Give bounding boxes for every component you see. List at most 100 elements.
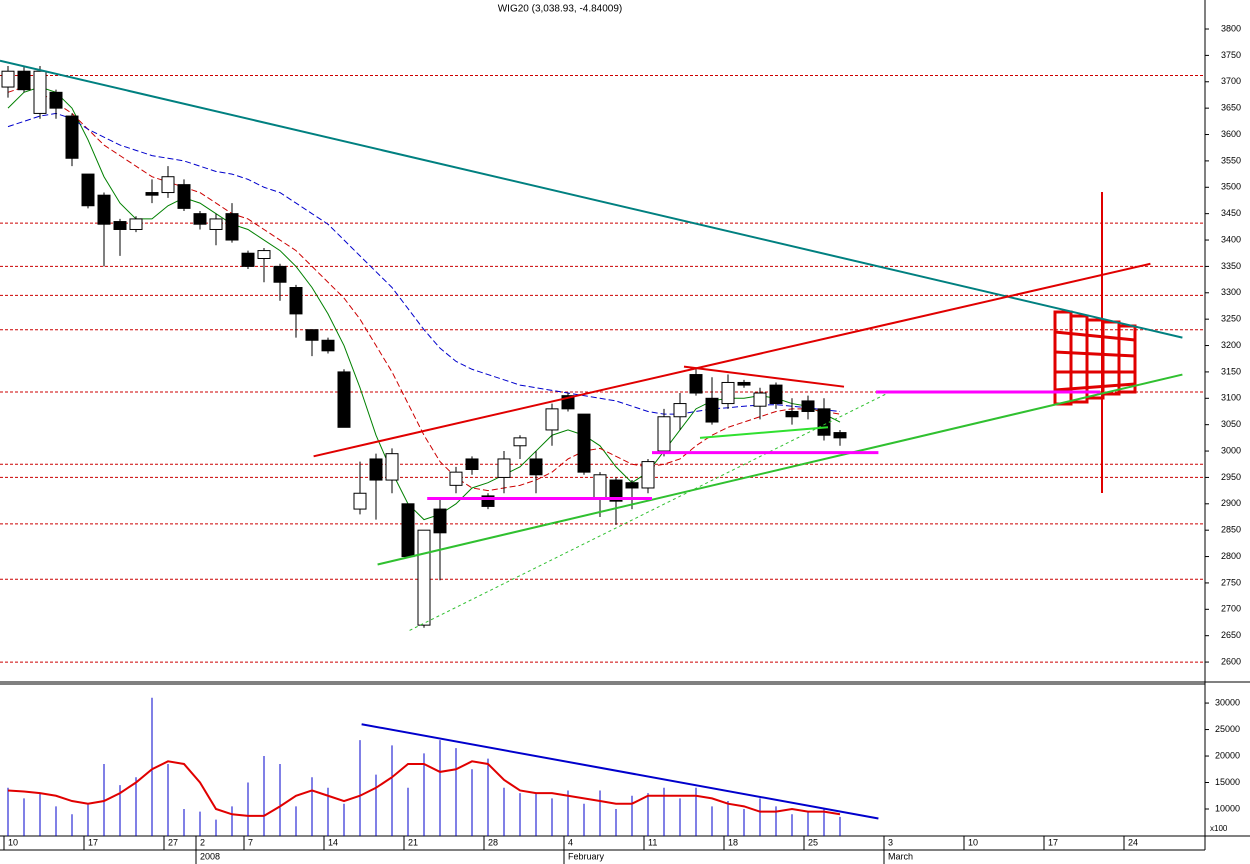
y-tick-label: 2900 <box>1221 498 1241 508</box>
moving-average <box>7 112 841 415</box>
y-tick-label: 3150 <box>1221 366 1241 376</box>
candle-body <box>497 458 511 478</box>
x-tick-label: 17 <box>1048 837 1058 847</box>
candle-body <box>769 384 783 405</box>
candle-body <box>177 184 191 209</box>
y-tick-label: 10000 <box>1215 803 1240 813</box>
candle-body <box>241 252 255 267</box>
y-tick-label: 2700 <box>1221 604 1241 614</box>
candle-body <box>721 381 735 405</box>
trendline <box>699 426 829 439</box>
y-tick-label: 3250 <box>1221 314 1241 324</box>
y-tick-label: 3000 <box>1221 445 1241 455</box>
y-tick-label: 2650 <box>1221 630 1241 640</box>
candle-body <box>513 437 527 447</box>
y-tick-label: 15000 <box>1215 777 1240 787</box>
candle-body <box>529 458 543 476</box>
candle-body <box>337 371 351 428</box>
x-tick-label: 10 <box>8 837 18 847</box>
y-tick-label: 30000 <box>1215 697 1240 707</box>
y-tick-label: 3550 <box>1221 155 1241 165</box>
volume-trendline <box>361 723 879 820</box>
x-tick-label: 25 <box>808 837 818 847</box>
x-tick-label: 10 <box>968 837 978 847</box>
candle-body <box>609 479 623 502</box>
y-tick-label: 3350 <box>1221 261 1241 271</box>
month-label: March <box>888 851 913 861</box>
candle-body <box>209 218 223 230</box>
x-tick-label: 17 <box>88 837 98 847</box>
candle-body <box>833 432 847 439</box>
candle-body <box>161 176 175 194</box>
y-tick-label: 3650 <box>1221 103 1241 113</box>
candle-body <box>129 218 143 230</box>
candle-body <box>49 91 63 109</box>
candle-body <box>449 471 463 486</box>
y-tick-label: 3700 <box>1221 76 1241 86</box>
candle-body <box>289 287 303 315</box>
x-tick-label: 18 <box>728 837 738 847</box>
candle-body <box>801 400 815 412</box>
moving-average <box>7 86 841 492</box>
y-tick-label: 3200 <box>1221 340 1241 350</box>
candle-body <box>753 392 767 407</box>
candle-body <box>273 265 287 283</box>
y-tick-label: 20000 <box>1215 750 1240 760</box>
trendline <box>409 392 889 631</box>
y-tick-label: 25000 <box>1215 724 1240 734</box>
y-tick-label: 2800 <box>1221 551 1241 561</box>
y-tick-label: 3800 <box>1221 23 1241 33</box>
x-tick-label: 7 <box>248 837 253 847</box>
candle-body <box>641 461 655 489</box>
volume-unit: x100 <box>1210 824 1228 833</box>
candle-body <box>689 374 703 394</box>
candle-body <box>353 492 367 510</box>
candle-body <box>433 508 447 534</box>
candle-body <box>81 173 95 207</box>
y-tick-label: 3500 <box>1221 182 1241 192</box>
y-tick-label: 3600 <box>1221 129 1241 139</box>
candle-body <box>401 503 415 558</box>
y-tick-label: 3450 <box>1221 208 1241 218</box>
candle-body <box>545 408 559 431</box>
x-tick-label: 24 <box>1128 837 1138 847</box>
moving-average <box>7 86 841 521</box>
candle-body <box>737 381 751 386</box>
candle-body <box>593 474 607 500</box>
candle-body <box>1 70 15 88</box>
y-tick-label: 2850 <box>1221 525 1241 535</box>
chart-title: WIG20 (3,038.93, -4.84009) <box>498 4 623 15</box>
candle-body <box>785 410 799 418</box>
candle-body <box>65 115 79 159</box>
volume-average <box>7 760 841 817</box>
candle-body <box>417 529 431 626</box>
x-tick-label: 4 <box>568 837 573 847</box>
candle-body <box>625 482 639 489</box>
candle-body <box>33 70 47 114</box>
x-tick-label: 27 <box>168 837 178 847</box>
x-tick-label: 28 <box>488 837 498 847</box>
x-tick-label: 21 <box>408 837 418 847</box>
y-tick-label: 3300 <box>1221 287 1241 297</box>
candle-body <box>305 329 319 341</box>
y-tick-label: 2750 <box>1221 577 1241 587</box>
candle-body <box>113 221 127 230</box>
candle-body <box>97 194 111 225</box>
x-tick-label: 3 <box>888 837 893 847</box>
candle-body <box>145 192 159 196</box>
month-label: 2008 <box>200 851 220 861</box>
candle-body <box>17 70 31 91</box>
trendline <box>377 373 1183 566</box>
candle-body <box>193 213 207 225</box>
candle-body <box>817 408 831 436</box>
trendline <box>313 262 1151 458</box>
x-tick-label: 2 <box>200 837 205 847</box>
candle-body <box>657 416 671 452</box>
candle-body <box>257 250 271 259</box>
candle-body <box>385 453 399 481</box>
y-tick-label: 3750 <box>1221 50 1241 60</box>
candle-body <box>577 413 591 473</box>
candle-body <box>369 458 383 481</box>
